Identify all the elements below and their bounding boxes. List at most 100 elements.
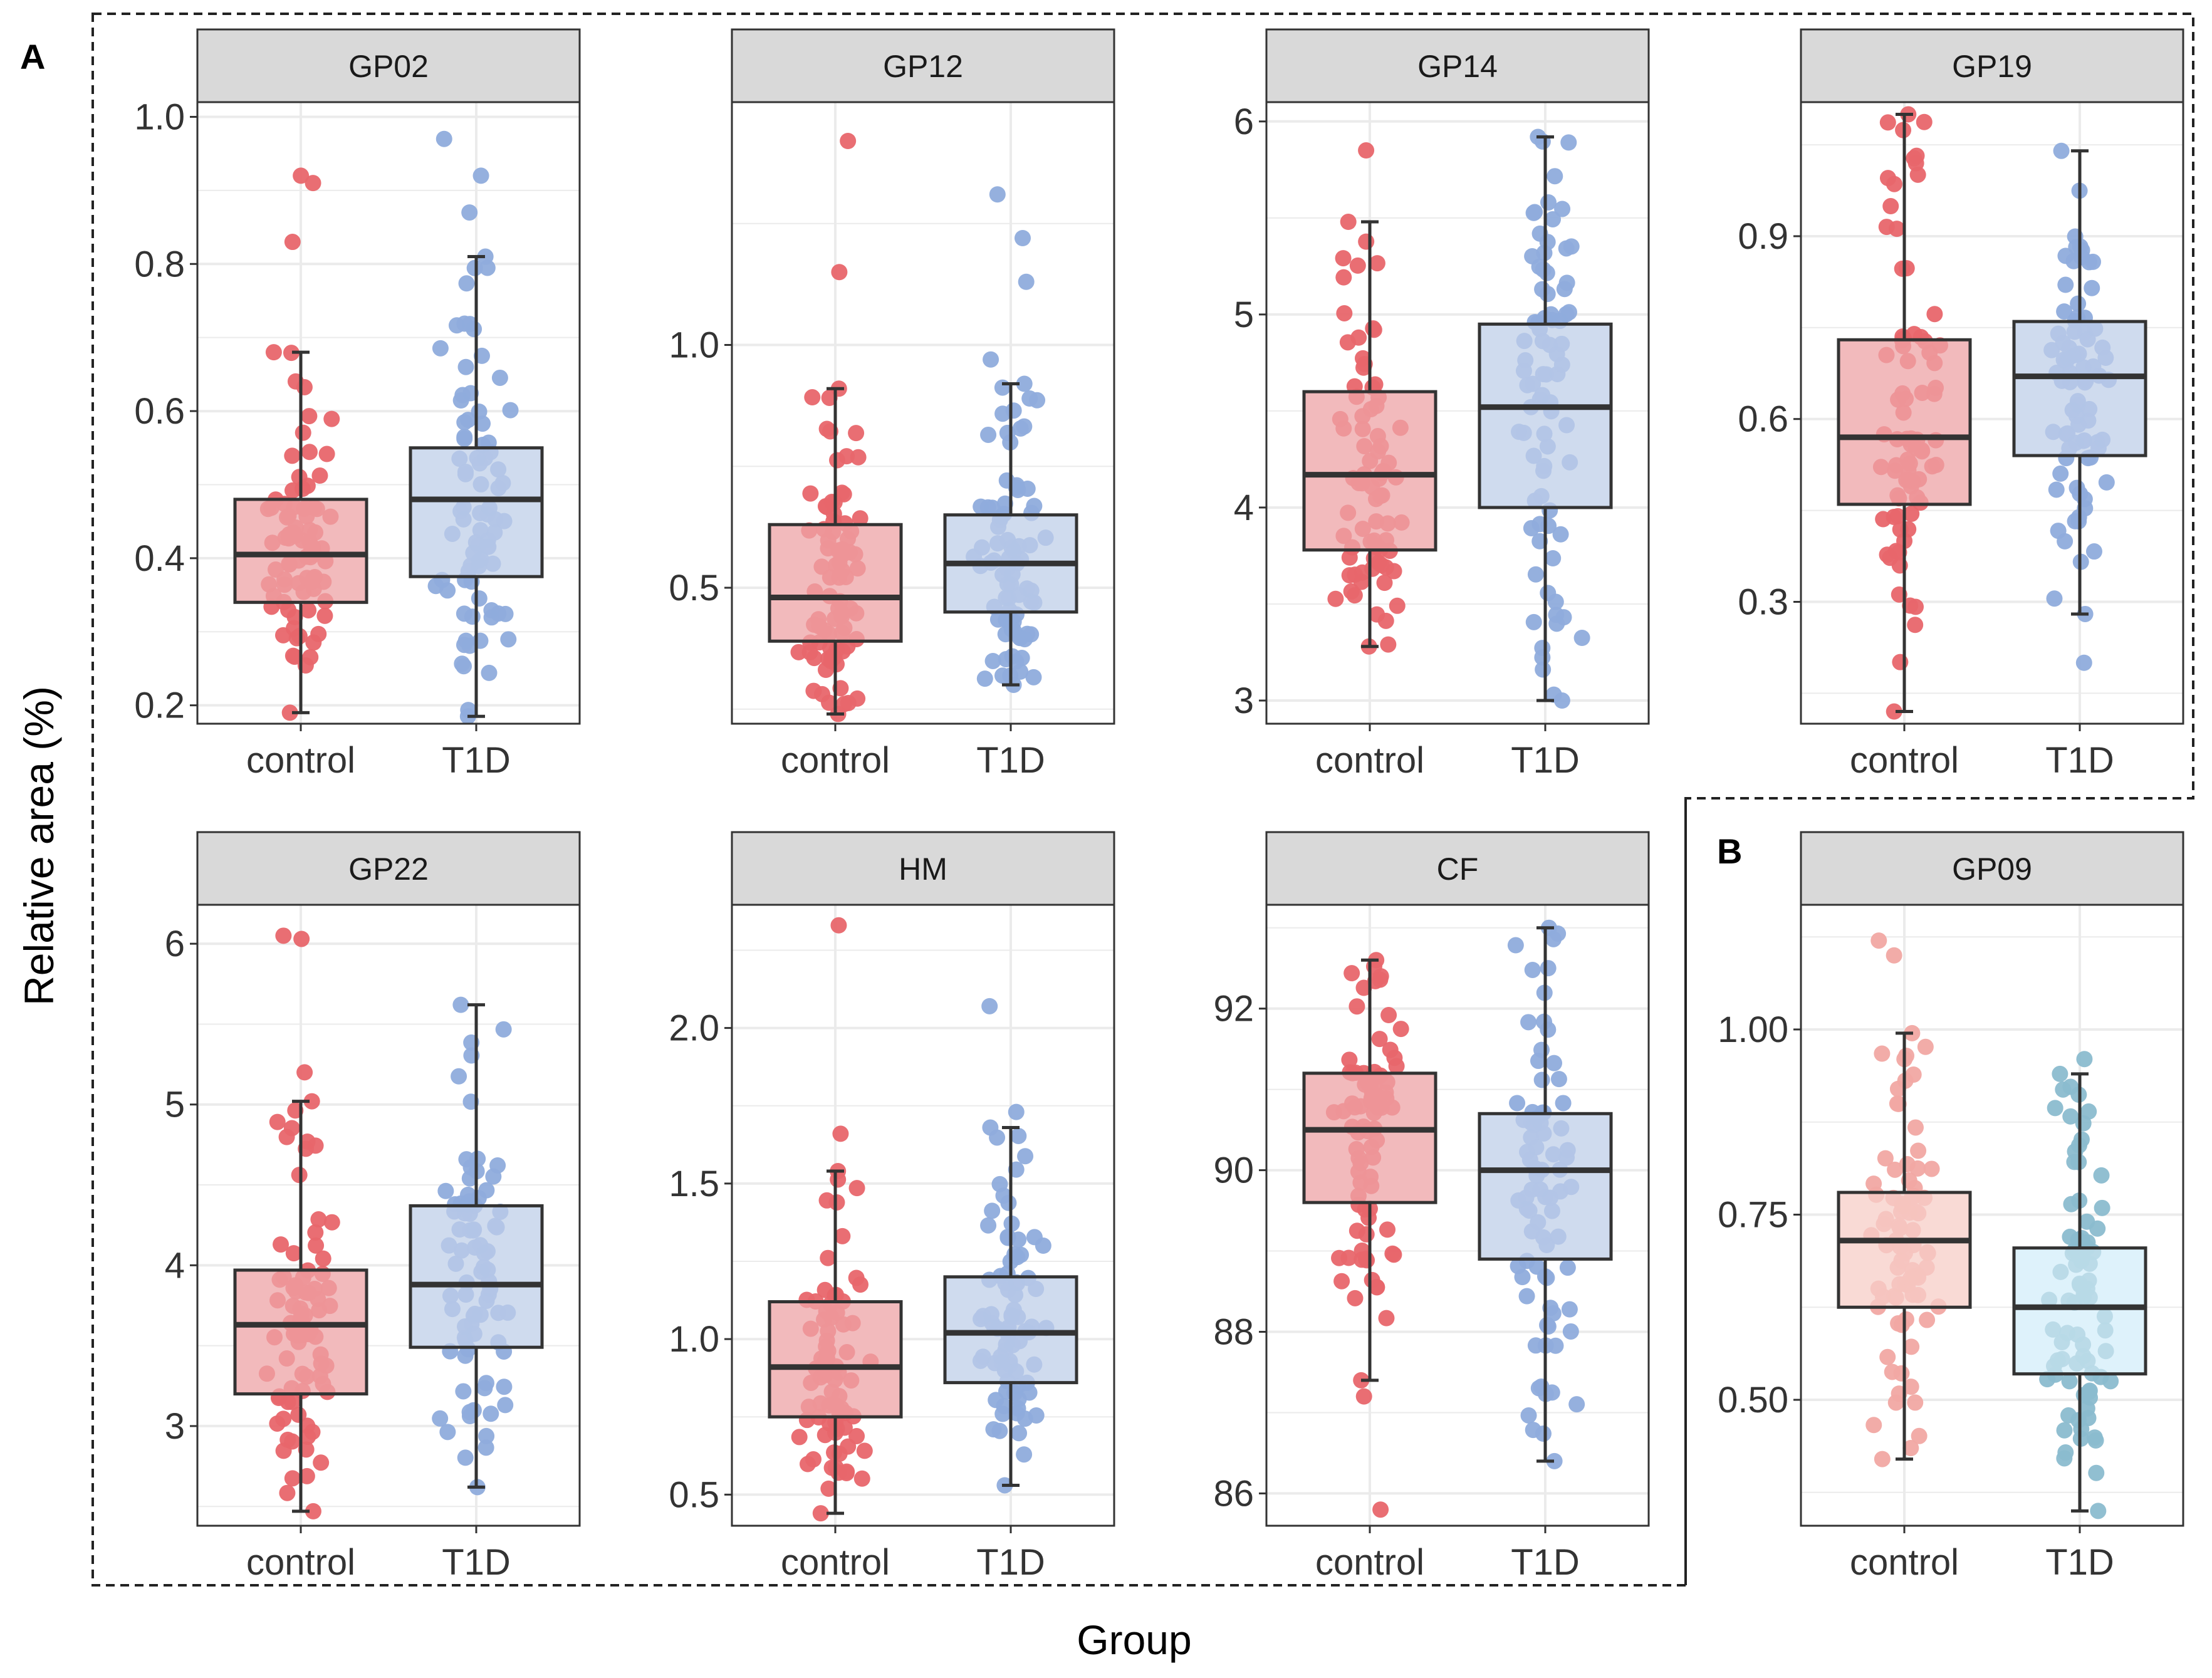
data-point <box>2074 1230 2090 1247</box>
data-point <box>1507 937 1524 954</box>
data-point <box>984 1202 1001 1219</box>
data-point <box>1010 1127 1027 1144</box>
data-point <box>461 1170 478 1187</box>
data-point <box>478 1182 495 1199</box>
data-point <box>458 275 475 292</box>
data-point <box>2052 1065 2069 1082</box>
data-point <box>284 647 301 664</box>
data-point <box>2057 1444 2074 1461</box>
y-tick-label: 0.8 <box>134 244 185 284</box>
data-point <box>478 1427 495 1444</box>
data-point <box>849 690 866 707</box>
data-point <box>818 420 835 437</box>
data-point <box>1014 230 1031 246</box>
data-point <box>2047 1100 2063 1117</box>
data-point <box>1562 1323 1579 1340</box>
y-tick-label: 0.6 <box>134 391 185 432</box>
strip-background <box>1800 28 2184 103</box>
data-point <box>307 1224 324 1241</box>
data-point <box>831 264 848 281</box>
y-tick-label: 0.50 <box>1718 1380 1788 1420</box>
data-point <box>1558 240 1575 257</box>
box-t1d <box>943 998 1078 1494</box>
data-point <box>1533 1071 1550 1088</box>
x-tick-label: control <box>1850 740 1959 781</box>
data-point <box>1035 1238 1051 1254</box>
data-point <box>456 315 473 332</box>
data-point <box>1008 1103 1025 1120</box>
x-tick-label: T1D <box>442 740 511 781</box>
panel-background <box>197 102 580 724</box>
data-point <box>1380 636 1397 653</box>
data-point <box>2048 481 2065 498</box>
data-point <box>1369 1279 1385 1296</box>
data-point <box>1545 550 1562 567</box>
strip-label: GP02 <box>348 49 429 84</box>
box-control <box>768 133 903 722</box>
data-point <box>2081 1382 2098 1399</box>
x-tick-label: control <box>1315 740 1424 781</box>
data-point <box>832 1125 849 1142</box>
facet-gp22: GP22 3 4 5 6 control T1D <box>165 831 581 1583</box>
data-point <box>1016 418 1033 435</box>
y-tick-label: 6 <box>1234 102 1254 142</box>
data-point <box>988 1392 1004 1409</box>
data-point <box>1547 168 1563 185</box>
data-point <box>1903 1338 1920 1355</box>
data-point <box>1340 214 1357 231</box>
box-outline <box>1302 390 1437 552</box>
data-point <box>2075 654 2092 671</box>
strip-label: GP12 <box>883 49 963 84</box>
data-point <box>820 1249 837 1266</box>
data-point <box>1358 142 1375 159</box>
data-point <box>1906 150 1922 167</box>
box-outline <box>768 523 903 643</box>
box-outline <box>1837 1191 1972 1309</box>
data-point <box>1384 1245 1401 1262</box>
data-point <box>2053 142 2070 159</box>
data-point <box>1917 1038 1934 1055</box>
data-point <box>1865 1417 1882 1434</box>
data-point <box>1355 1388 1372 1405</box>
data-point <box>1341 1051 1358 1068</box>
data-point <box>451 1068 467 1085</box>
data-point <box>279 1431 296 1448</box>
data-point <box>830 917 847 934</box>
data-point <box>285 1245 302 1262</box>
data-point <box>1902 1378 1919 1395</box>
x-tick-label: T1D <box>2045 1542 2114 1583</box>
facet-panels: GP02 0.2 0.4 0.6 0.8 1.0 control T1D GP12 0.5 1.0 c… <box>134 28 2184 1583</box>
y-tick-label: 3 <box>1234 680 1254 721</box>
data-point <box>1028 1407 1045 1424</box>
data-point <box>2094 1199 2110 1216</box>
box-outline <box>768 1300 903 1419</box>
x-tick-label: T1D <box>976 1542 1045 1583</box>
data-point <box>1335 250 1352 267</box>
data-point <box>481 664 498 681</box>
data-point <box>1526 204 1543 221</box>
facet-gp14: GP14 3 4 5 6 control T1D <box>1234 28 1650 781</box>
box-control <box>768 917 903 1522</box>
data-point <box>1909 166 1926 183</box>
data-point <box>1911 1427 1928 1444</box>
data-point <box>2073 249 2090 266</box>
data-point <box>1346 587 1363 604</box>
data-point <box>1527 566 1544 583</box>
box-control <box>1302 952 1437 1518</box>
panel-label-b: B <box>1717 831 1742 871</box>
data-point <box>298 1467 315 1484</box>
data-point <box>1882 198 1899 215</box>
y-tick-label: 2.0 <box>669 1008 719 1049</box>
strip-background <box>1800 831 2184 906</box>
data-point <box>483 1405 499 1422</box>
data-point <box>1919 1311 1936 1328</box>
data-point <box>310 625 327 642</box>
data-point <box>284 447 301 464</box>
data-point <box>2085 543 2102 560</box>
data-point <box>1926 306 1943 323</box>
data-point <box>1388 1058 1405 1075</box>
data-point <box>1877 1150 1894 1167</box>
data-point <box>290 1406 307 1423</box>
data-point <box>1545 211 1562 227</box>
x-tick-label: control <box>246 1542 355 1583</box>
